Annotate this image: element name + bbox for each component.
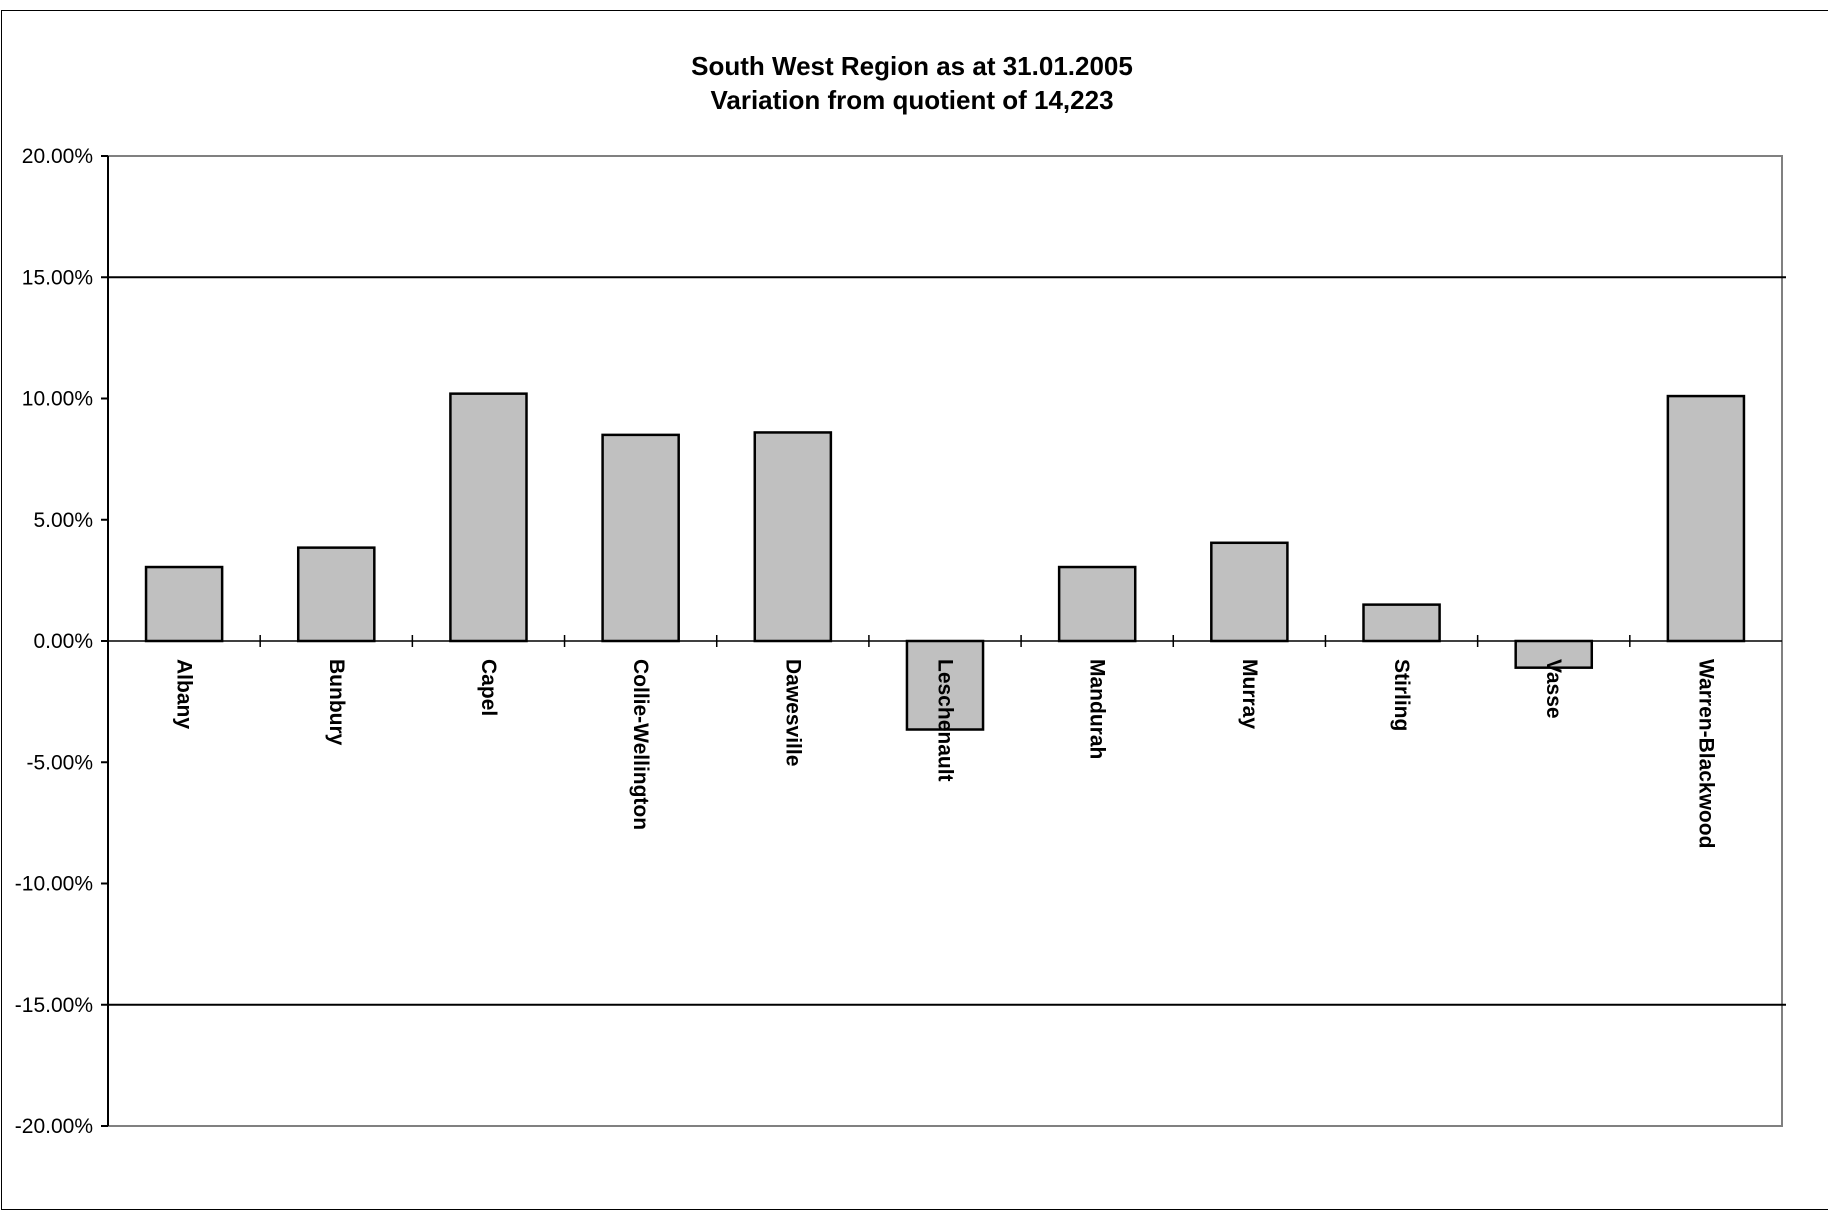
y-tick-label: -10.00%: [15, 873, 93, 896]
category-label: Capel: [477, 659, 500, 716]
chart-title: South West Region as at 31.01.2005: [691, 51, 1133, 81]
category-label: Murray: [1238, 659, 1261, 729]
bar-albany: [144, 565, 224, 643]
bar-stirling: [1362, 603, 1441, 643]
y-tick-label: 5.00%: [33, 509, 93, 532]
reference-lines: [108, 276, 1786, 1006]
bars-group: [144, 392, 1746, 731]
category-labels: Albany Bunbury Capel Collie-Wellington Dawes…: [173, 659, 1718, 848]
category-label: Warren-Blackwood: [1694, 659, 1717, 848]
category-label: Bunbury: [325, 659, 348, 746]
y-tick-label: 15.00%: [22, 266, 93, 289]
chart-subtitle: Variation from quotient of 14,223: [710, 85, 1113, 115]
bar-dawesville: [753, 431, 833, 643]
y-tick-label: 10.00%: [22, 388, 93, 411]
bar-capel: [449, 392, 528, 643]
y-tick-label: -20.00%: [15, 1115, 93, 1138]
y-tick-label: -15.00%: [15, 994, 93, 1017]
bar-mandurah: [1057, 565, 1137, 643]
y-tick-label: 20.00%: [22, 145, 93, 168]
bar-bunbury: [296, 546, 376, 643]
bar-vasse: [1514, 639, 1594, 669]
category-label: Leschenault: [934, 659, 957, 782]
x-axis: [108, 635, 1782, 647]
category-label: Vasse: [1542, 659, 1565, 719]
category-label: Collie-Wellington: [629, 659, 652, 830]
bar-chart: South West Region as at 31.01.2005 Varia…: [15, 51, 1786, 1138]
bar-murray: [1210, 541, 1289, 643]
bar-leschenault: [905, 639, 985, 731]
category-label: Albany: [173, 659, 196, 729]
category-label: Stirling: [1390, 659, 1413, 731]
y-tick-label: 0.00%: [33, 630, 93, 653]
category-label: Mandurah: [1086, 659, 1109, 759]
bar-collie-wellington: [601, 433, 680, 643]
y-tick-label: -5.00%: [26, 751, 93, 774]
bar-warren-blackwood: [1666, 394, 1746, 643]
y-axis: 20.00% 15.00% 10.00% 5.00% 0.00% -5.00% -10.00…: [15, 145, 109, 1138]
category-label: Dawesville: [781, 659, 804, 766]
